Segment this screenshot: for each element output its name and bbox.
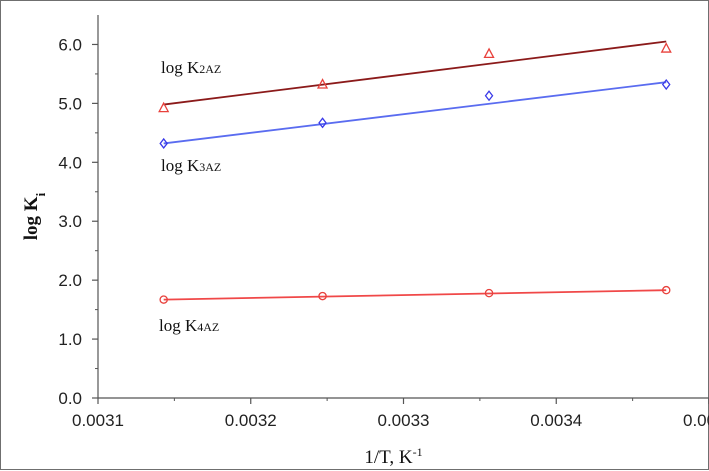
y-axis-title: log Ki: [21, 192, 48, 240]
x-tick-label: 0.0032: [225, 411, 277, 430]
circle-marker: [159, 295, 168, 304]
y-tick-label: 3.0: [58, 212, 82, 231]
diamond-marker: [159, 137, 169, 150]
y-tick-label: 0.0: [58, 389, 82, 408]
circle-marker: [318, 291, 327, 301]
x-axis-title: 1/T, K-1: [364, 445, 422, 468]
y-tick-label: 1.0: [58, 330, 82, 349]
y-tick-label: 6.0: [58, 35, 82, 54]
series-group: [158, 40, 672, 304]
x-tick-label: 0.0034: [530, 411, 582, 430]
trend-line: [163, 289, 667, 301]
diamond-marker: [484, 90, 494, 102]
trend-line: [163, 40, 667, 106]
y-tick-label: 5.0: [58, 94, 82, 113]
circle-marker: [661, 285, 671, 295]
diamond-marker: [318, 117, 327, 129]
trend-line: [163, 81, 667, 145]
x-tick-label: 0.0033: [378, 411, 430, 430]
circle-marker: [484, 288, 494, 298]
series-log-k3az: [159, 78, 671, 150]
x-tick-label: 0.0031: [72, 411, 124, 430]
triangle-marker: [483, 47, 495, 59]
triangle-marker: [158, 101, 170, 113]
series-log-k2az: [158, 40, 672, 113]
series-log-k4az: [159, 285, 671, 304]
triangle-marker: [316, 78, 329, 89]
x-tick-label: 0.0035: [683, 411, 709, 430]
ticks: 0.0 1.0 2.0 3.0 4.0 5.0 6.0 0.0031 0.0032 0.0033 0…: [58, 35, 709, 430]
labels-group: 1/T, K-1 log Ki log K2AZ log K3AZ log K4AZ: [21, 58, 423, 468]
series-label: log K4AZ: [159, 316, 219, 335]
y-tick-label: 4.0: [58, 153, 82, 172]
series-label: log K3AZ: [161, 156, 221, 175]
diamond-marker: [661, 78, 671, 91]
series-label: log K2AZ: [161, 58, 221, 77]
triangle-marker: [660, 42, 672, 53]
y-tick-label: 2.0: [58, 271, 82, 290]
